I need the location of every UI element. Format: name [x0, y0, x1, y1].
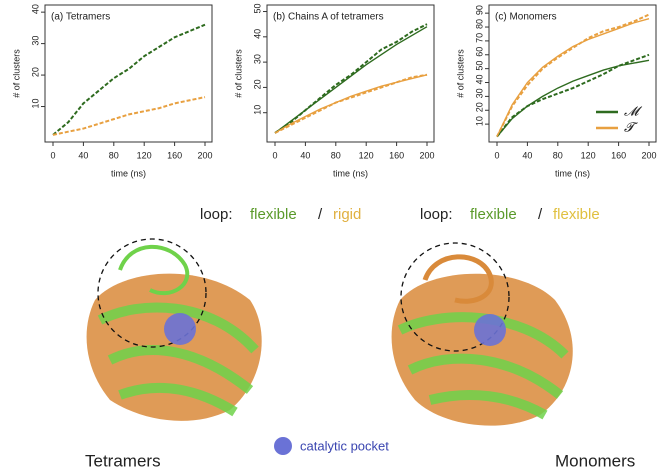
series-line [496, 13, 650, 138]
x-tick-label: 0 [272, 150, 277, 160]
x-tick-label: 120 [581, 150, 596, 160]
separator: / [538, 206, 543, 223]
x-tick-label: 160 [167, 150, 182, 160]
loop-state: flexible [553, 206, 600, 223]
loop [118, 244, 190, 296]
pocket-legend-marker [274, 437, 292, 455]
series-line [52, 96, 206, 136]
y-tick-label: 20 [252, 79, 262, 89]
y-tick-label: 60 [474, 47, 484, 57]
y-tick-label: 10 [30, 99, 40, 109]
y-tick-label: 20 [30, 67, 40, 77]
chart-title: (c) Monomers [495, 12, 557, 23]
y-tick-label: 10 [474, 116, 484, 126]
y-tick-label: 40 [30, 4, 40, 14]
loop-label: loop: [200, 206, 233, 223]
series-line [496, 59, 650, 138]
plot-frame [44, 4, 213, 143]
plot-frame [488, 4, 657, 143]
y-tick-label: 50 [252, 4, 262, 14]
y-tick-label: 90 [474, 5, 484, 15]
series-line [274, 74, 428, 134]
y-axis-label: # of clusters [233, 49, 243, 98]
x-tick-label: 80 [109, 150, 119, 160]
separator: / [318, 206, 323, 223]
y-tick-label: 10 [252, 105, 262, 115]
x-axis-label: time (ns) [111, 168, 146, 178]
x-tick-label: 200 [419, 150, 434, 160]
chart: 0 40 80 120 160 200 10 20 30 40 50 60 70 80 90 (c) Mono… [455, 4, 657, 178]
y-tick-label: 40 [252, 29, 262, 39]
x-tick-label: 40 [522, 150, 532, 160]
y-tick-label: 40 [474, 75, 484, 85]
y-tick-label: 50 [474, 61, 484, 71]
structure-left [86, 238, 262, 421]
x-tick-label: 80 [331, 150, 341, 160]
y-tick-label: 20 [474, 102, 484, 112]
x-tick-label: 120 [137, 150, 152, 160]
series-line [496, 18, 650, 137]
series-line [274, 26, 428, 134]
x-tick-label: 160 [611, 150, 626, 160]
x-tick-label: 0 [50, 150, 55, 160]
chart: 0 40 80 120 160 200 10 20 30 40 (a) Tetramers time … [11, 4, 212, 178]
series-line [274, 73, 428, 134]
y-axis-label: # of clusters [455, 49, 465, 98]
x-tick-label: 40 [300, 150, 310, 160]
x-tick-label: 200 [641, 150, 656, 160]
x-tick-label: 0 [494, 150, 499, 160]
structure-right [391, 242, 573, 426]
x-axis-label: time (ns) [555, 168, 590, 178]
pocket-legend: catalytic pocket [300, 438, 389, 453]
legend-label: 𝓜 [624, 103, 643, 118]
loop-label: loop: [420, 206, 453, 223]
chart-title: (b) Chains A of tetramers [273, 12, 384, 23]
chart: 0 40 80 120 160 200 10 20 30 40 50 (b) Chains A of … [233, 4, 434, 179]
y-tick-label: 30 [474, 88, 484, 98]
loop-state: rigid [333, 206, 361, 223]
y-axis-label: # of clusters [11, 49, 21, 98]
catalytic-pocket [164, 313, 196, 345]
structure-label: Monomers [555, 451, 635, 470]
x-tick-label: 160 [389, 150, 404, 160]
y-tick-label: 70 [474, 33, 484, 43]
legend-label: 𝓣 [624, 119, 638, 134]
protein-helix [97, 302, 259, 417]
protein [391, 273, 573, 426]
loop-circle [97, 238, 207, 348]
loop [422, 254, 494, 304]
catalytic-pocket [474, 314, 506, 346]
series-line [52, 23, 206, 136]
x-tick-label: 120 [359, 150, 374, 160]
loop-state: flexible [470, 206, 517, 223]
y-tick-label: 80 [474, 19, 484, 29]
structure-label: Tetramers [85, 451, 161, 470]
x-tick-label: 80 [553, 150, 563, 160]
y-tick-label: 30 [252, 54, 262, 64]
y-tick-label: 30 [30, 36, 40, 46]
loop-state: flexible [250, 206, 297, 223]
x-tick-label: 40 [78, 150, 88, 160]
chart-title: (a) Tetramers [51, 12, 110, 23]
plot-frame [266, 4, 435, 143]
x-tick-label: 200 [197, 150, 212, 160]
loop-circle [400, 242, 510, 352]
x-axis-label: time (ns) [333, 168, 368, 178]
